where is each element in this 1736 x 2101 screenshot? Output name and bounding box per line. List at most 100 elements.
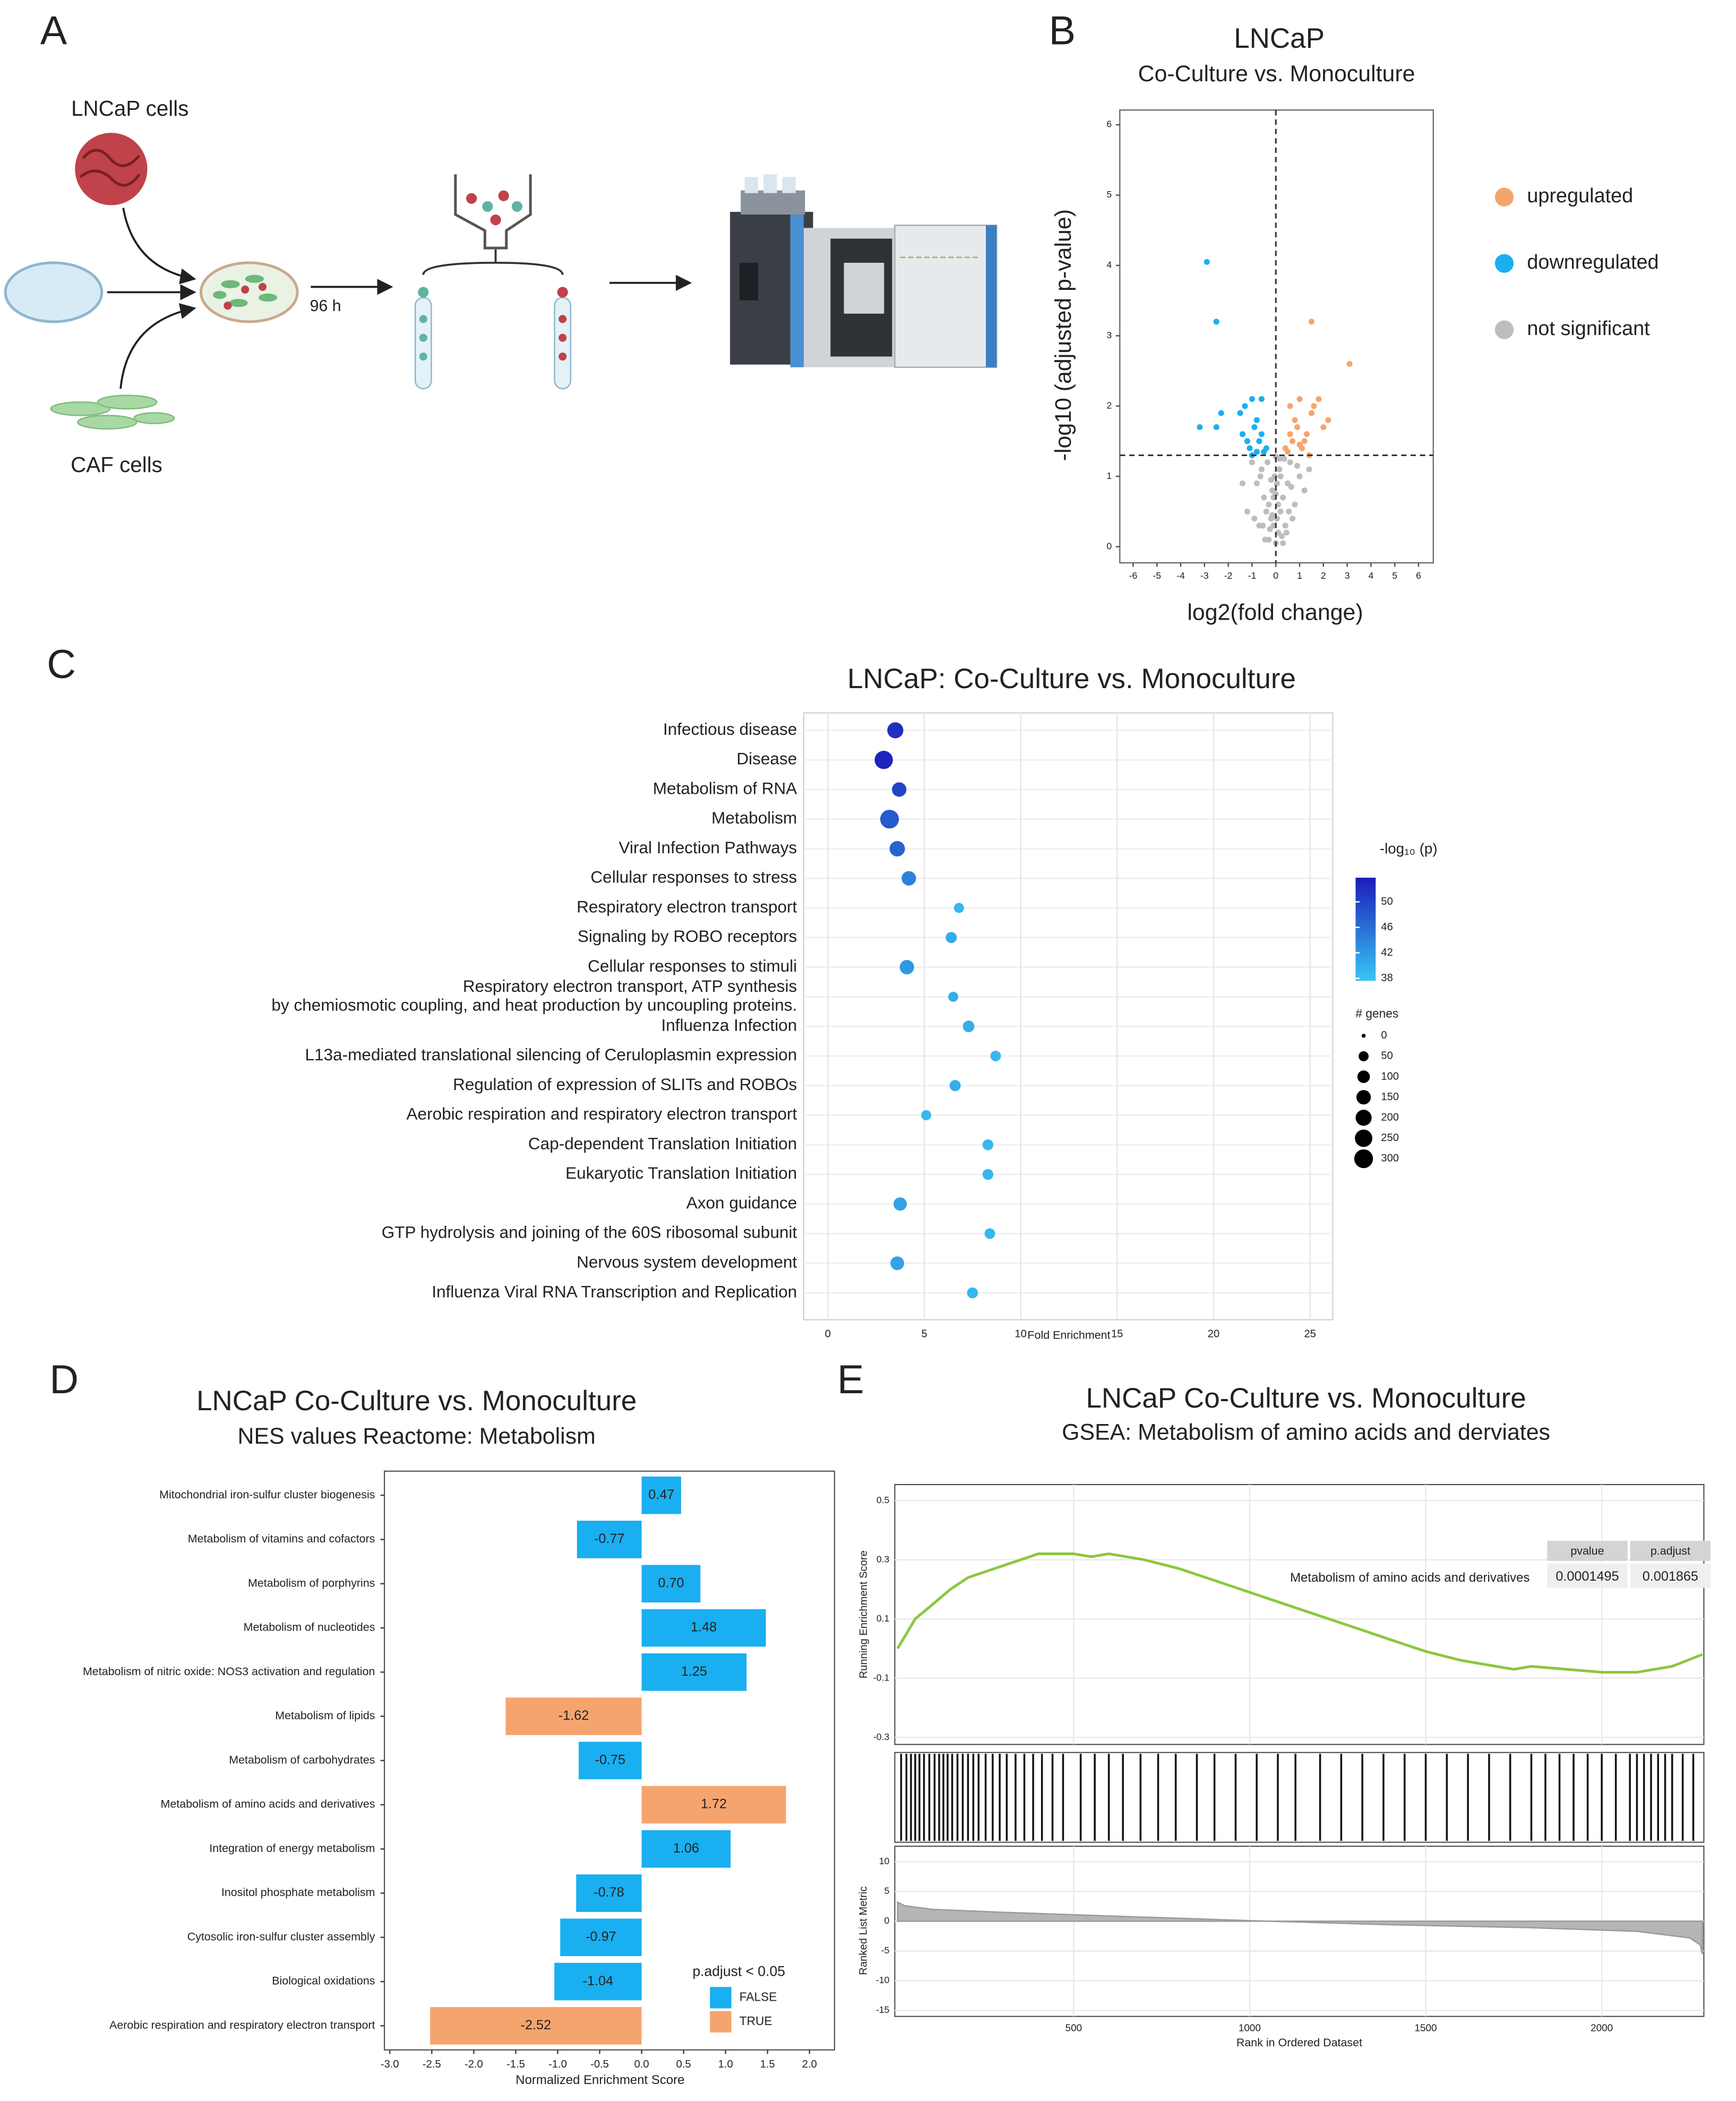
- y2-tick-label: 0: [884, 1915, 890, 1926]
- value-label: -1.04: [583, 1974, 613, 1988]
- size-legend-dot: [1357, 1070, 1370, 1083]
- value-label: 1.48: [691, 1620, 717, 1635]
- data-point: [1257, 473, 1264, 479]
- x-tick-label: 0.0: [634, 2059, 649, 2070]
- y-tick-label: L13a-mediated translational silencing of…: [305, 1045, 797, 1064]
- y-tick-label: Metabolism of lipids: [275, 1709, 375, 1722]
- panel-label: D: [49, 1357, 79, 1402]
- data-point: [1303, 431, 1310, 438]
- value-label: -0.77: [594, 1531, 624, 1546]
- data-point: [1280, 540, 1286, 546]
- x-tick-label: 20: [1208, 1328, 1219, 1340]
- label: CAF cells: [71, 452, 162, 477]
- y-tick-label: Axon guidance: [686, 1193, 797, 1212]
- arrows: [107, 208, 692, 389]
- y-tick-label: 3: [1106, 330, 1112, 340]
- legend-swatch: [710, 2011, 732, 2033]
- table-header: p.adjust: [1651, 1545, 1690, 1557]
- y-tick-label: Metabolism of RNA: [653, 778, 797, 797]
- x-tick-label: 2.0: [802, 2059, 817, 2070]
- table-cell: [1547, 1563, 1628, 1588]
- y-tick-label: 6: [1106, 119, 1112, 130]
- data-point: [1197, 424, 1203, 431]
- x-tick-label: 1000: [1239, 2022, 1261, 2034]
- x-tick-label: 5: [921, 1328, 927, 1340]
- data-point: [1278, 533, 1285, 539]
- value-label: -2.52: [521, 2018, 551, 2033]
- data-point: [1266, 536, 1272, 543]
- panel-frame: [894, 1846, 1705, 2017]
- dot: [984, 1228, 995, 1239]
- legend-swatch: [1494, 320, 1514, 339]
- data-point: [1242, 403, 1248, 409]
- y-tick-label: 0.5: [876, 1495, 890, 1505]
- data-point: [1287, 431, 1293, 438]
- legend-swatch: [1494, 254, 1514, 273]
- data-point: [1325, 417, 1331, 423]
- data-point: [1296, 442, 1303, 448]
- y-tick-label: Cellular responses to stimuli: [588, 956, 797, 975]
- size-legend-label: 300: [1381, 1153, 1399, 1164]
- data-point: [1306, 466, 1312, 473]
- chart-title: LNCaP: [1234, 23, 1325, 54]
- y-tick-label: Metabolism of vitamins and cofactors: [188, 1532, 375, 1545]
- legend-label: TRUE: [740, 2014, 772, 2028]
- y-tick-label: Metabolism of nucleotides: [244, 1621, 375, 1634]
- data-point: [1292, 417, 1298, 423]
- dot: [893, 1197, 907, 1211]
- dot: [946, 932, 957, 944]
- y-tick-label: 0.3: [876, 1554, 890, 1564]
- data-point: [1258, 396, 1265, 402]
- x-tick-label: -4: [1176, 570, 1185, 581]
- value-label: -1.62: [558, 1708, 589, 1723]
- y-tick-label: Metabolism of nitric oxide: NOS3 activat…: [83, 1665, 375, 1678]
- y-axis-label: -log10 (adjusted p-value): [1051, 209, 1076, 461]
- x-tick-label: -3.0: [381, 2059, 399, 2070]
- label: LNCaP cells: [71, 96, 188, 121]
- y-tick-label: Viral Infection Pathways: [619, 838, 797, 857]
- chart-subtitle: NES values Reactome: Metabolism: [238, 1423, 596, 1449]
- data-point: [1283, 529, 1290, 536]
- splitter: [422, 249, 564, 276]
- data-point: [1258, 466, 1265, 473]
- chart-title: LNCaP: Co-Culture vs. Monoculture: [847, 663, 1296, 694]
- y-tick-label: Influenza Infection: [661, 1015, 797, 1034]
- data-point: [1204, 259, 1210, 265]
- dot: [967, 1287, 978, 1299]
- x-tick-label: -1: [1248, 570, 1257, 581]
- x-tick-label: 5: [1392, 570, 1397, 581]
- x-tick-label: 6: [1416, 570, 1421, 581]
- y2-tick-label: -10: [876, 1975, 890, 1985]
- data-point: [1301, 438, 1308, 444]
- y-tick-label: GTP hydrolysis and joining of the 60S ri…: [382, 1223, 797, 1242]
- y-tick-label: Metabolism of porphyrins: [248, 1576, 375, 1589]
- x-tick-label: -2.5: [423, 2059, 441, 2070]
- dot: [899, 959, 914, 975]
- data-point: [1281, 456, 1287, 462]
- x-axis-label: Fold Enrichment: [1027, 1329, 1110, 1342]
- size-legend-label: 150: [1381, 1091, 1399, 1103]
- x-tick-label: 2000: [1591, 2022, 1613, 2034]
- bar: [430, 2007, 642, 2045]
- workflow-diagram: LNCaP cells CAF cells 96 h: [4, 96, 998, 477]
- panel-label: E: [837, 1357, 864, 1402]
- x-tick-label: 1.0: [718, 2059, 733, 2070]
- data-point: [1253, 417, 1260, 423]
- x-tick-label: 2: [1321, 570, 1326, 581]
- bar: [560, 1918, 642, 1957]
- data-point: [1290, 516, 1296, 522]
- series-label: Metabolism of amino acids and derivative…: [1290, 1571, 1529, 1585]
- data-point: [1244, 438, 1251, 444]
- value-label: 1.25: [681, 1664, 707, 1679]
- y-tick-label: Inositol phosphate metabolism: [221, 1886, 375, 1899]
- y2-tick-label: 10: [879, 1856, 890, 1866]
- data-point: [1274, 480, 1280, 486]
- data-point: [1239, 480, 1246, 486]
- funnel-cells: [466, 190, 523, 226]
- size-legend-dot: [1359, 1051, 1369, 1061]
- data-point: [1253, 449, 1260, 455]
- data-point: [1273, 491, 1279, 497]
- y-tick-label: Disease: [736, 749, 797, 768]
- data-point: [1294, 462, 1301, 469]
- y-tick-label: Nervous system development: [577, 1253, 797, 1272]
